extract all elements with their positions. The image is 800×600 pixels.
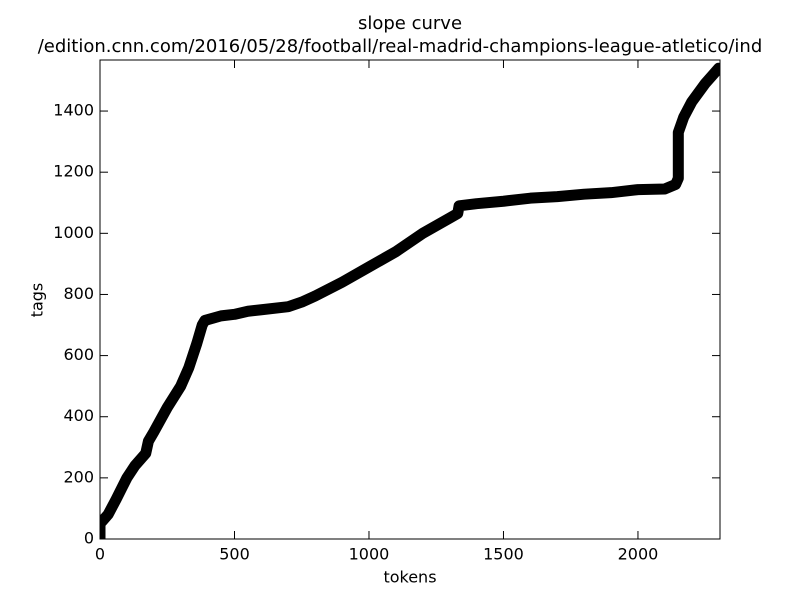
x-tick-label: 1000 (349, 545, 390, 564)
y-tick-label: 400 (63, 406, 94, 425)
y-tick-label: 200 (63, 467, 94, 486)
chart-title: slope curve (358, 13, 462, 34)
x-tick-label: 0 (95, 545, 105, 564)
axes-frame (99, 59, 721, 540)
y-axis-label: tags (28, 283, 47, 318)
x-tick-label: 1500 (483, 545, 524, 564)
x-tick-label: 2000 (618, 545, 659, 564)
chart-subtitle: /edition.cnn.com/2016/05/28/football/rea… (38, 36, 763, 57)
y-tick-label: 1000 (53, 223, 94, 242)
data-line (100, 62, 720, 539)
x-axis-label: tokens (383, 568, 436, 587)
plot-area (100, 62, 720, 539)
y-tick-label: 800 (63, 284, 94, 303)
y-tick-label: 1400 (53, 101, 94, 120)
y-tick-label: 1200 (53, 162, 94, 181)
y-tick-label: 600 (63, 345, 94, 364)
x-tick-label: 500 (219, 545, 250, 564)
y-tick-label: 0 (84, 529, 94, 548)
